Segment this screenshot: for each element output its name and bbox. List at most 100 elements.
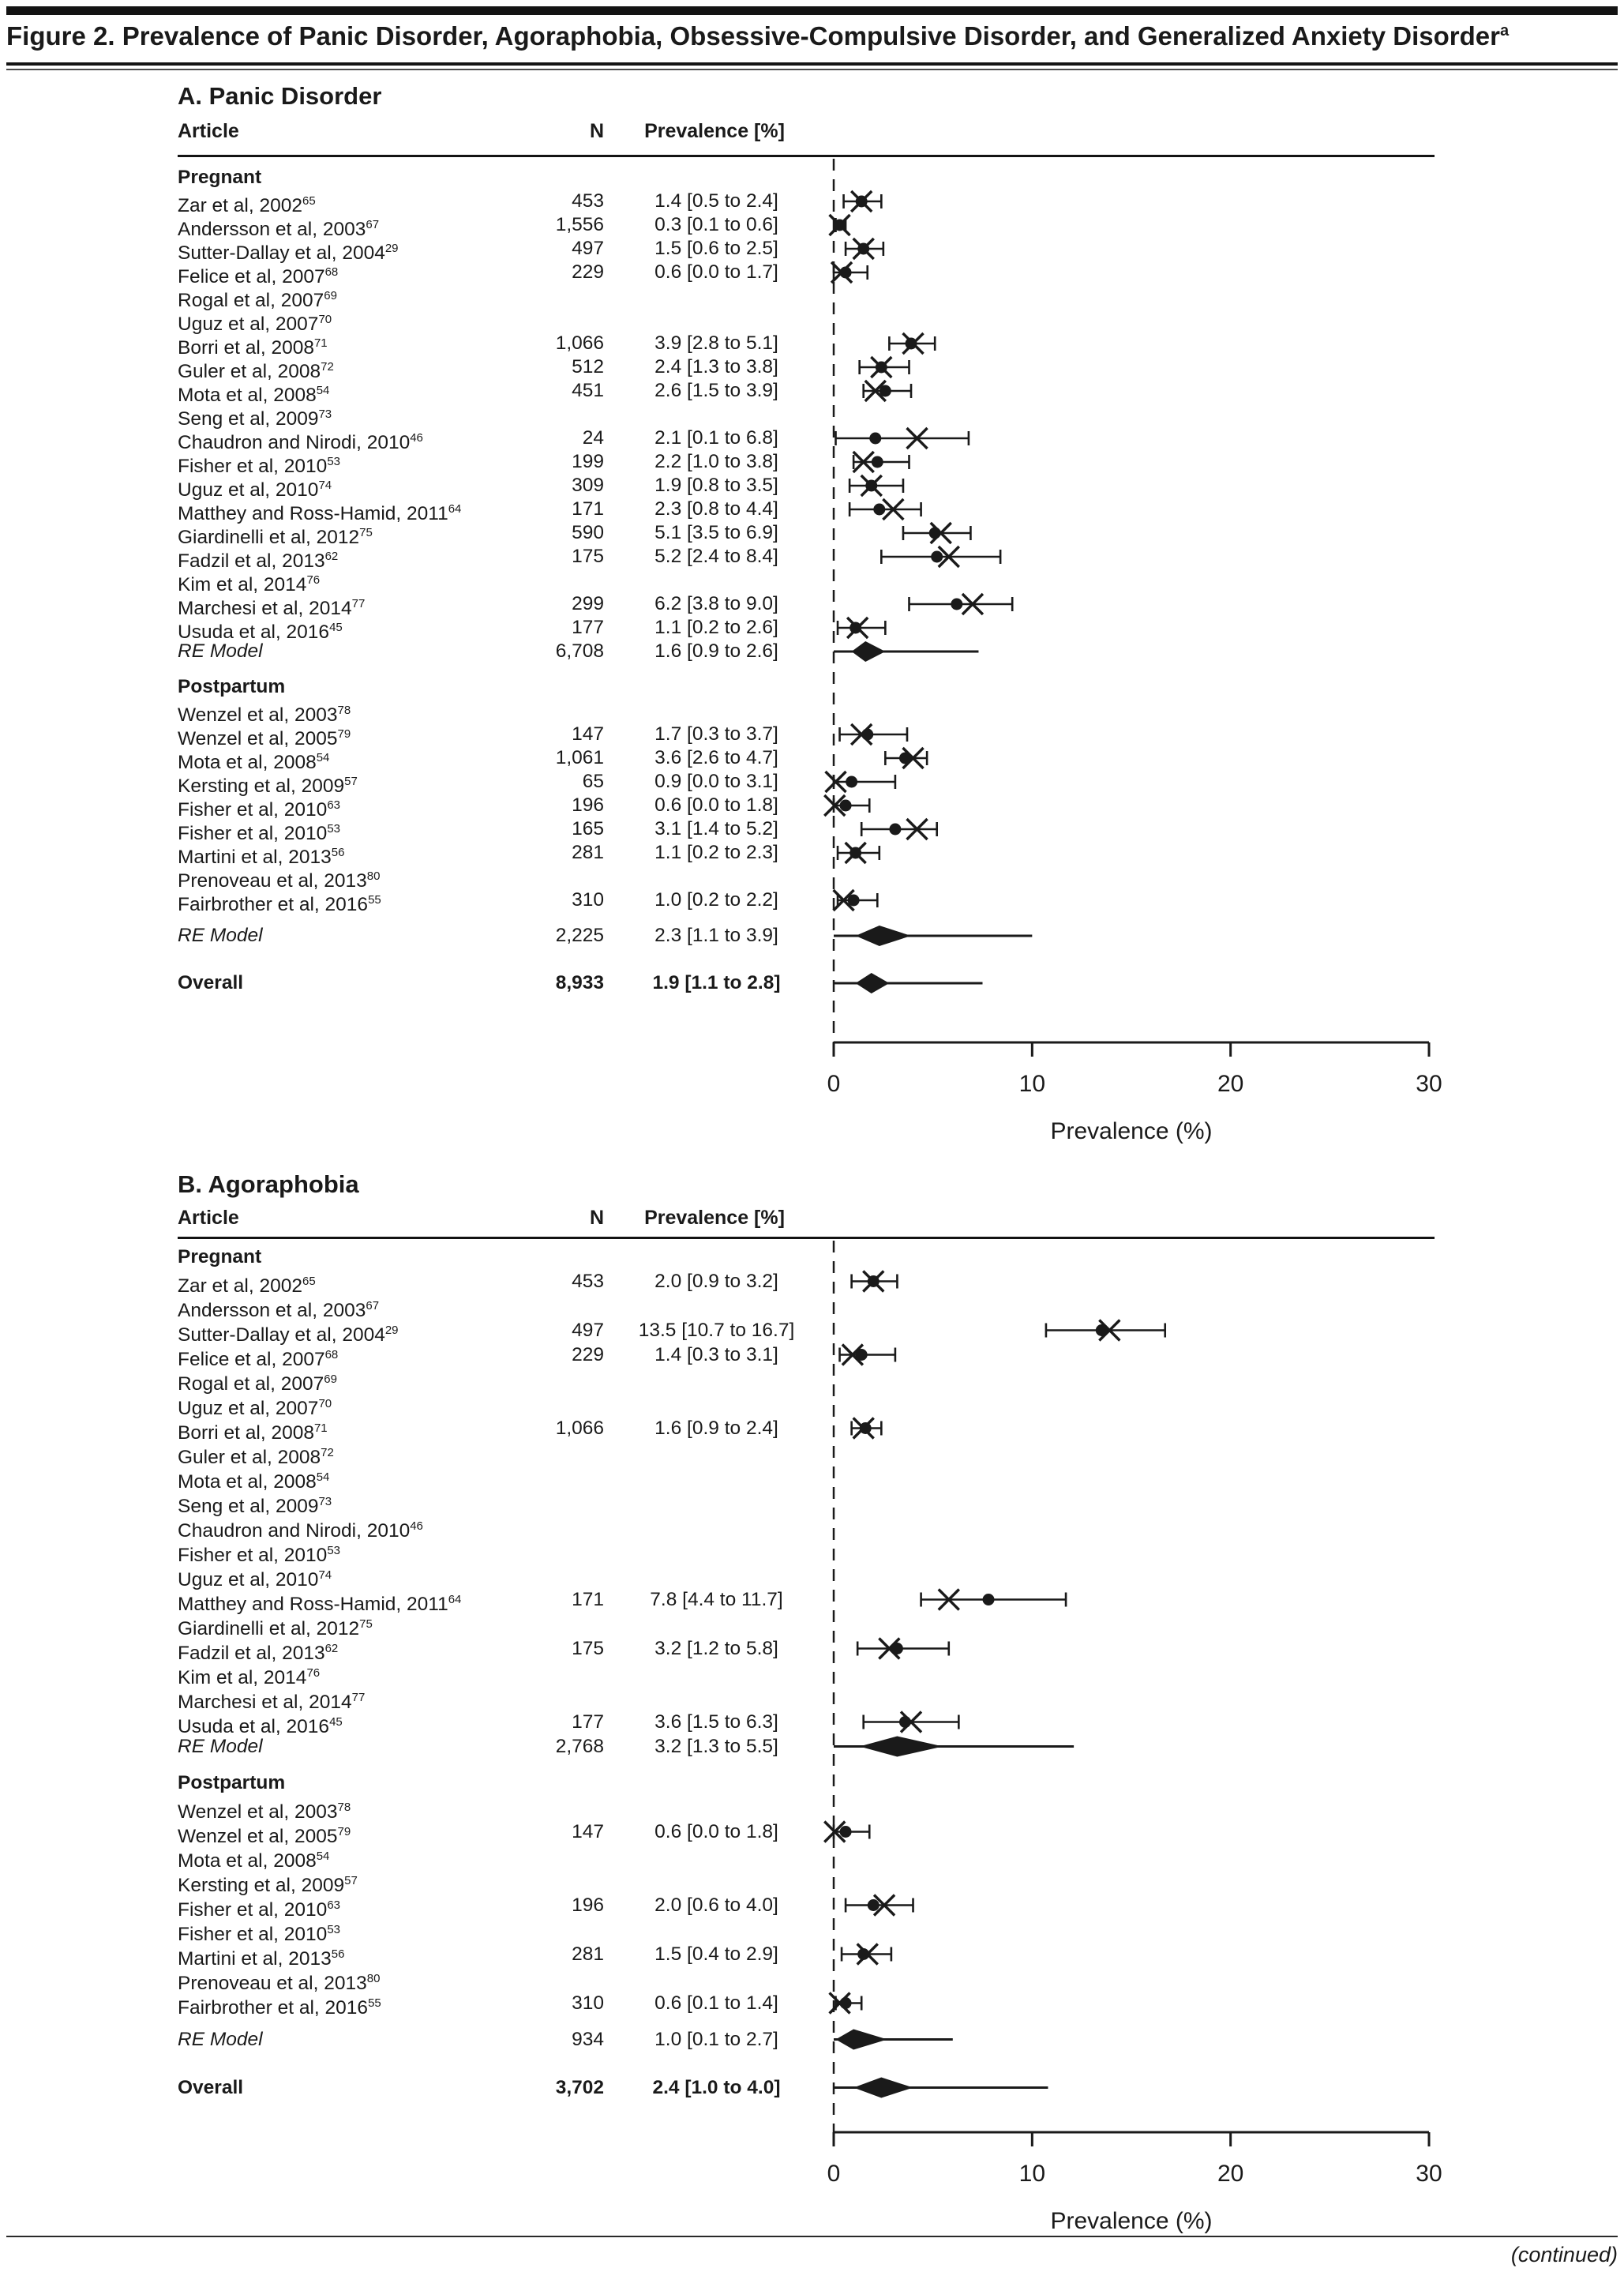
sample-size-value: 147	[572, 723, 604, 745]
article-text: Marchesi et al, 2014	[178, 1692, 352, 1714]
study-ci-marker	[858, 355, 910, 379]
article-text: Overall	[178, 972, 244, 993]
panel-a-column-header-article: Article	[178, 120, 239, 142]
citation-superscript: 55	[368, 893, 381, 907]
table-row: Kersting et al, 200957 65 0.9 [0.0 to 3.1]	[178, 770, 817, 797]
prevalence-ci-value: 0.9 [0.0 to 3.1]	[654, 771, 778, 792]
citation-superscript: 64	[448, 1593, 462, 1606]
panel-a-column-header-n: N	[589, 120, 604, 142]
table-row: Borri et al, 200871 1,066 3.9 [2.8 to 5.1]	[178, 332, 817, 359]
continued-note: (continued)	[1510, 2243, 1618, 2266]
article-label: Felice et al, 200768	[178, 1343, 338, 1372]
x-axis-tick-label: 10	[1019, 1071, 1045, 1097]
study-ci-marker	[862, 379, 913, 403]
citation-superscript: 54	[316, 1470, 330, 1484]
sample-size-value: 309	[572, 475, 604, 496]
prevalence-ci-value: 3.2 [1.3 to 5.5]	[654, 1736, 778, 1757]
citation-superscript: 63	[327, 1898, 340, 1912]
article-label: Borri et al, 200871	[178, 1416, 328, 1445]
table-row: Kim et al, 201476	[178, 1661, 817, 1688]
table-row: Felice et al, 200768 229 1.4 [0.3 to 3.1]	[178, 1343, 817, 1370]
article-text: Wenzel et al, 2003	[178, 1801, 338, 1823]
prevalence-ci-value: 1.9 [1.1 to 2.8]	[652, 972, 781, 993]
article-text: Fadzil et al, 2013	[178, 550, 325, 573]
study-ci-marker	[888, 332, 936, 355]
prevalence-ci-value: 1.4 [0.5 to 2.4]	[654, 190, 778, 212]
table-row: Sutter-Dallay et al, 200429 497 1.5 [0.6 t…	[178, 237, 817, 264]
citation-superscript: 68	[324, 1348, 339, 1361]
citation-superscript: 57	[344, 775, 358, 788]
article-label: Postpartum	[178, 675, 285, 699]
article-label: Uguz et al, 201074	[178, 474, 332, 502]
table-row: Fisher et al, 201053	[178, 1917, 817, 1945]
study-ci-marker	[884, 746, 928, 770]
prevalence-ci-value: 2.6 [1.5 to 3.9]	[654, 380, 778, 401]
article-label: Borri et al, 200871	[178, 332, 328, 360]
table-row: Overall 3,702 2.4 [1.0 to 4.0]	[178, 2075, 817, 2100]
article-text: RE Model	[178, 1736, 263, 1757]
table-row: Fisher et al, 201053 165 3.1 [1.4 to 5.2]	[178, 817, 817, 844]
study-ci-marker	[830, 261, 869, 284]
citation-superscript: 46	[410, 1519, 423, 1533]
citation-superscript: 74	[318, 1568, 332, 1582]
article-text: Fisher et al, 2010	[178, 1545, 328, 1567]
citation-superscript: 71	[313, 336, 328, 350]
study-ci-marker	[844, 1894, 914, 1917]
study-ci-marker	[828, 1992, 863, 2015]
article-text: Felice et al, 2007	[178, 1349, 325, 1371]
article-text: RE Model	[178, 640, 263, 662]
prevalence-ci-value: 3.6 [1.5 to 6.3]	[654, 1711, 778, 1733]
sample-size-value: 1,066	[555, 332, 604, 354]
citation-superscript: 70	[318, 1397, 332, 1410]
study-ci-marker	[902, 521, 972, 545]
article-text: Postpartum	[178, 676, 286, 697]
prevalence-ci-value: 1.0 [0.2 to 2.2]	[654, 889, 778, 911]
study-ci-marker	[856, 1637, 951, 1660]
article-label: Pregnant	[178, 1245, 261, 1269]
sample-size-value: 1,066	[555, 1418, 604, 1439]
x-axis-tick-label: 20	[1217, 1071, 1243, 1097]
article-label: Kersting et al, 200957	[178, 770, 358, 798]
table-row: Giardinelli et al, 201275	[178, 1612, 817, 1639]
table-row: Zar et al, 200265 453 2.0 [0.9 to 3.2]	[178, 1269, 817, 1297]
article-label: Mota et al, 200854	[178, 746, 329, 775]
article-text: Rogal et al, 2007	[178, 1373, 324, 1395]
sample-size-value: 310	[572, 1992, 604, 2014]
table-row: Fisher et al, 201063 196 0.6 [0.0 to 1.8]	[178, 794, 817, 821]
article-label: RE Model	[178, 640, 263, 663]
article-label: Kersting et al, 200957	[178, 1868, 358, 1898]
table-row: Postpartum	[178, 675, 817, 699]
x-axis-tick-label: 0	[827, 2161, 841, 2187]
prevalence-ci-value: 2.0 [0.9 to 3.2]	[654, 1271, 778, 1292]
article-label: Sutter-Dallay et al, 200429	[178, 237, 399, 265]
table-row: Martini et al, 201356 281 1.1 [0.2 to 2.3]	[178, 841, 817, 868]
summary-diamond	[834, 2029, 953, 2050]
citation-superscript: 63	[327, 798, 340, 812]
sample-size-value: 281	[572, 1943, 604, 1965]
panel-b-column-header-prevalence: Prevalence [%]	[644, 1207, 785, 1229]
sample-size-value: 177	[572, 1711, 604, 1733]
article-label: Fairbrother et al, 201655	[178, 1991, 381, 2020]
article-label: Wenzel et al, 200378	[178, 1795, 351, 1824]
article-text: Fairbrother et al, 2016	[178, 894, 369, 916]
article-label: Martini et al, 201356	[178, 1942, 344, 1971]
x-axis-tick-label: 10	[1019, 2161, 1045, 2187]
table-row: Zar et al, 200265 453 1.4 [0.5 to 2.4]	[178, 190, 817, 216]
citation-superscript: 79	[337, 727, 351, 741]
prevalence-ci-value: 2.2 [1.0 to 3.8]	[654, 451, 778, 472]
table-row: Fairbrother et al, 201655 310 0.6 [0.1 to …	[178, 1991, 817, 2019]
citation-superscript: 74	[318, 479, 332, 492]
table-row: Pregnant	[178, 166, 817, 190]
article-text: Borri et al, 2008	[178, 1422, 314, 1444]
summary-diamond	[834, 926, 1033, 946]
article-label: Uguz et al, 200770	[178, 308, 332, 336]
article-label: Guler et al, 200872	[178, 1440, 334, 1470]
article-text: Borri et al, 2008	[178, 337, 314, 359]
article-label: Fadzil et al, 201362	[178, 545, 338, 573]
x-axis-tick-label: 20	[1217, 2161, 1243, 2187]
sample-size-value: 590	[572, 522, 604, 543]
article-label: Zar et al, 200265	[178, 1269, 316, 1298]
article-text: Marchesi et al, 2014	[178, 598, 352, 620]
citation-superscript: 53	[327, 1544, 340, 1557]
citation-superscript: 67	[366, 218, 380, 231]
